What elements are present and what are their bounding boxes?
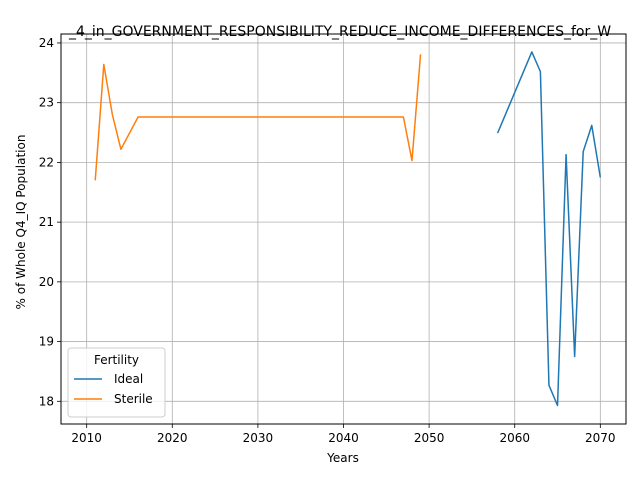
series-line-ideal bbox=[496, 51, 602, 407]
y-tick-label: 21 bbox=[39, 215, 54, 229]
y-tick-label: 20 bbox=[39, 275, 54, 289]
legend-label-ideal: Ideal bbox=[114, 372, 143, 386]
x-tick-label: 2010 bbox=[71, 431, 102, 445]
x-tick-label: 2070 bbox=[585, 431, 616, 445]
x-tick-label: 2060 bbox=[499, 431, 530, 445]
series-lines bbox=[94, 51, 602, 407]
x-axis-title: Years bbox=[326, 451, 359, 465]
legend: Fertility Ideal Sterile bbox=[67, 347, 166, 418]
y-tick-label: 19 bbox=[39, 335, 54, 349]
x-tick-label: 2050 bbox=[414, 431, 445, 445]
y-tick-label: 23 bbox=[39, 96, 54, 110]
legend-label-sterile: Sterile bbox=[114, 392, 153, 406]
x-tick-label: 2040 bbox=[328, 431, 359, 445]
axis-ticks: 2010 2020 2030 2040 2050 2060 2070 18 19 20 21 22 23… bbox=[39, 36, 616, 445]
x-tick-label: 2030 bbox=[243, 431, 274, 445]
chart-title: _4_in_GOVERNMENT_RESPONSIBILITY_REDUCE_I… bbox=[68, 24, 611, 40]
y-axis-title: % of Whole Q4_IQ Population bbox=[14, 135, 28, 310]
y-tick-label: 18 bbox=[39, 394, 54, 408]
y-tick-label: 24 bbox=[39, 36, 54, 50]
y-tick-label: 22 bbox=[39, 155, 54, 169]
series-line-sterile bbox=[94, 54, 422, 181]
x-tick-label: 2020 bbox=[157, 431, 188, 445]
legend-title: Fertility bbox=[94, 353, 139, 367]
